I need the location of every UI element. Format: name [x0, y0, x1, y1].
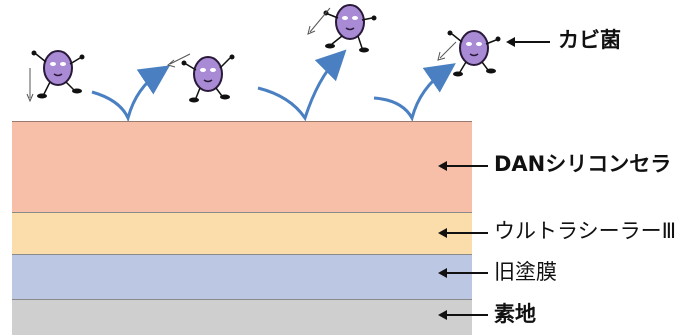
mold-spore-icon [307, 4, 377, 53]
coating-label: DANシリコンセラ [494, 152, 672, 176]
bounce-arrow [91, 65, 170, 123]
layer-substrate [12, 299, 472, 335]
old-film-label: 旧塗膜 [494, 260, 557, 284]
sealer-label: ウルトラシーラーⅢ [494, 219, 677, 243]
mold-spore-icon [26, 50, 85, 103]
layer-old-film [12, 254, 472, 300]
bounce-arrow [257, 49, 347, 122]
mold-spore-icon [437, 30, 501, 77]
mold-label: カビ菌 [558, 28, 621, 52]
layer-ultra-sealer [12, 212, 472, 255]
substrate-label: 素地 [494, 302, 536, 326]
bounce-arrow [373, 63, 456, 122]
layer-dan-silicon-cera [12, 121, 472, 213]
mold-spore-icon [166, 53, 235, 103]
